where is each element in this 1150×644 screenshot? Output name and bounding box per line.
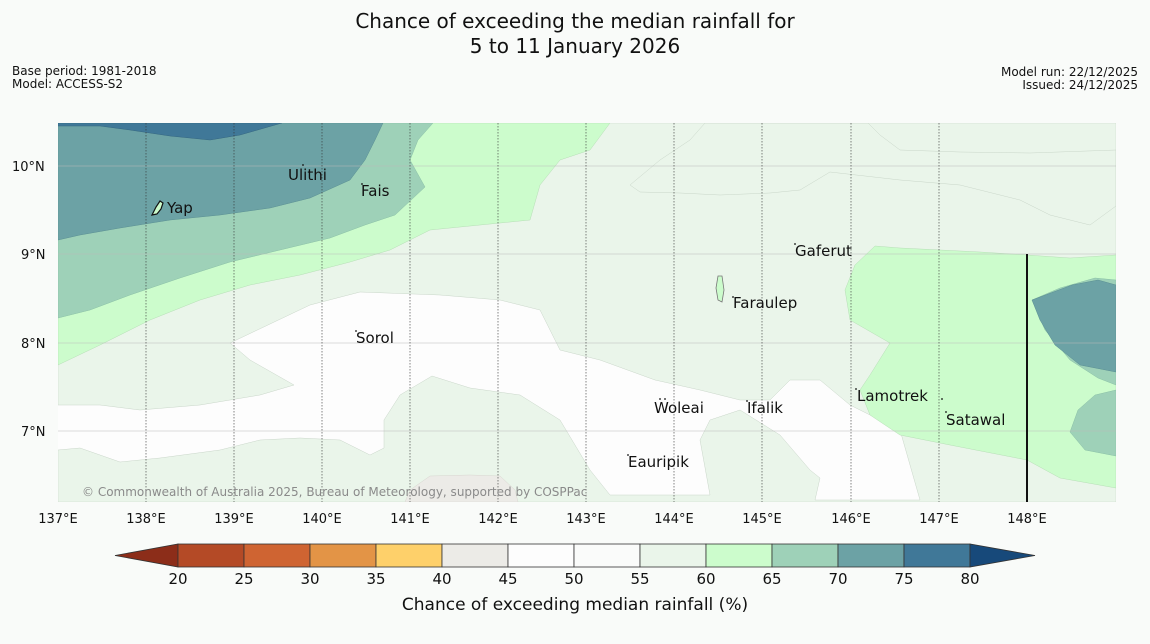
place-label-ulithi: Ulithi <box>288 166 327 184</box>
colorbar-segment-20-25 <box>177 543 245 568</box>
contour-70-75 <box>58 123 384 241</box>
marker-ulithi <box>302 164 304 166</box>
issued-date: Issued: 24/12/2025 <box>1022 78 1138 92</box>
colorbar-tick-80: 80 <box>960 570 979 588</box>
yap-island-icon <box>150 200 164 216</box>
lat-label-9n: 9°N <box>21 248 46 263</box>
colorbar-tick-75: 75 <box>894 570 913 588</box>
colorbar-segment-75-80 <box>903 543 971 568</box>
colorbar-tick-65: 65 <box>762 570 781 588</box>
latitude-labels: 10°N 9°N 8°N 7°N <box>12 160 46 440</box>
place-label-lamotrek: Lamotrek <box>857 387 928 405</box>
marker-fais <box>361 183 363 185</box>
title-line-1: Chance of exceeding the median rainfall … <box>355 9 795 33</box>
model-run: Model run: 22/12/2025 <box>1000 65 1138 79</box>
lat-label-8n: 8°N <box>21 337 46 352</box>
colorbar-segment-70-75 <box>837 543 905 568</box>
longitude-gridlines <box>145 123 940 502</box>
contour-65-70-se <box>1069 389 1116 457</box>
longitude-labels: 137°E 138°E 139°E 140°E 141°E 142°E 143°… <box>38 512 1047 527</box>
copyright-notice: © Commonwealth of Australia 2025, Bureau… <box>82 485 587 499</box>
model-name: Model: ACCESS-S2 <box>12 77 124 91</box>
contour-40-45 <box>404 474 519 502</box>
place-label-eauripik: Eauripik <box>628 453 689 471</box>
colorbar-segment-40-45 <box>441 543 509 568</box>
contour-70-75-east <box>1031 279 1116 373</box>
lat-label-7n: 7°N <box>21 425 46 440</box>
lon-label-147e: 147°E <box>919 512 959 527</box>
lon-label-142e: 142°E <box>478 512 518 527</box>
colorbar-tick-35: 35 <box>366 570 385 588</box>
marker-faraulep <box>732 296 734 298</box>
marker-gaferut <box>794 243 796 245</box>
colorbar-tick-20: 20 <box>168 570 187 588</box>
place-label-woleai: Woleai <box>654 399 704 417</box>
map-area: Yap Ulithi Fais Gaferut Faraulep Sorol L… <box>58 123 1116 502</box>
lon-label-146e: 146°E <box>831 512 871 527</box>
marker-satawal <box>945 411 947 413</box>
marker-lamotrek <box>855 388 857 390</box>
colorbar: 20 25 30 35 40 45 50 55 60 65 70 75 80 <box>114 543 1036 588</box>
colorbar-tick-30: 30 <box>300 570 319 588</box>
place-label-faraulep: Faraulep <box>733 294 797 312</box>
place-label-gaferut: Gaferut <box>795 242 852 260</box>
latitude-gridlines <box>58 165 1116 432</box>
colorbar-tick-45: 45 <box>498 570 517 588</box>
colorbar-segment-25-30 <box>243 543 311 568</box>
place-label-fais: Fais <box>361 182 390 200</box>
marker-sorol <box>355 330 357 332</box>
lat-label-10n: 10°N <box>12 160 45 175</box>
marker-lamotrek-2 <box>941 398 943 400</box>
place-label-yap: Yap <box>166 199 193 217</box>
lon-label-139e: 139°E <box>214 512 254 527</box>
colorbar-tick-50: 50 <box>564 570 583 588</box>
marker-woleai-2 <box>664 398 666 400</box>
lon-label-141e: 141°E <box>390 512 430 527</box>
lon-label-140e: 140°E <box>302 512 342 527</box>
marker-eauripik <box>627 454 629 456</box>
colorbar-tick-60: 60 <box>696 570 715 588</box>
colorbar-segment-60-65 <box>705 543 773 568</box>
marker-woleai <box>659 398 661 400</box>
colorbar-extend-high <box>969 543 1036 568</box>
marker-ifalik <box>746 400 748 402</box>
lon-label-145e: 145°E <box>742 512 782 527</box>
meta-right: Model run: 22/12/2025 Issued: 24/12/2025 <box>1001 66 1138 92</box>
colorbar-segment-45-50 <box>507 543 575 568</box>
colorbar-segment-50-55 <box>573 543 641 568</box>
colorbar-tick-40: 40 <box>432 570 451 588</box>
place-label-sorol: Sorol <box>356 329 394 347</box>
colorbar-tick-25: 25 <box>234 570 253 588</box>
map-title: Chance of exceeding the median rainfall … <box>0 9 1150 59</box>
colorbar-segment-35-40 <box>375 543 443 568</box>
faraulep-island-icon <box>715 275 725 303</box>
colorbar-label: Chance of exceeding median rainfall (%) <box>402 595 748 615</box>
lon-label-144e: 144°E <box>654 512 694 527</box>
colorbar-segment-65-70 <box>771 543 839 568</box>
lon-label-148e: 148°E <box>1007 512 1047 527</box>
contour-75-80 <box>58 123 283 141</box>
colorbar-tick-70: 70 <box>828 570 847 588</box>
lon-label-137e: 137°E <box>38 512 78 527</box>
colorbar-extend-low <box>114 543 179 568</box>
place-label-satawal: Satawal <box>946 411 1005 429</box>
title-line-2: 5 to 11 January 2026 <box>469 34 681 58</box>
colorbar-segment-30-35 <box>309 543 377 568</box>
colorbar-tick-55: 55 <box>630 570 649 588</box>
meta-left: Base period: 1981-2018 Model: ACCESS-S2 <box>12 65 157 91</box>
place-markers <box>302 164 947 456</box>
lon-label-143e: 143°E <box>566 512 606 527</box>
colorbar-segment-55-60 <box>639 543 707 568</box>
lon-label-138e: 138°E <box>126 512 166 527</box>
place-label-ifalik: Ifalik <box>747 399 783 417</box>
base-period: Base period: 1981-2018 <box>12 64 157 78</box>
